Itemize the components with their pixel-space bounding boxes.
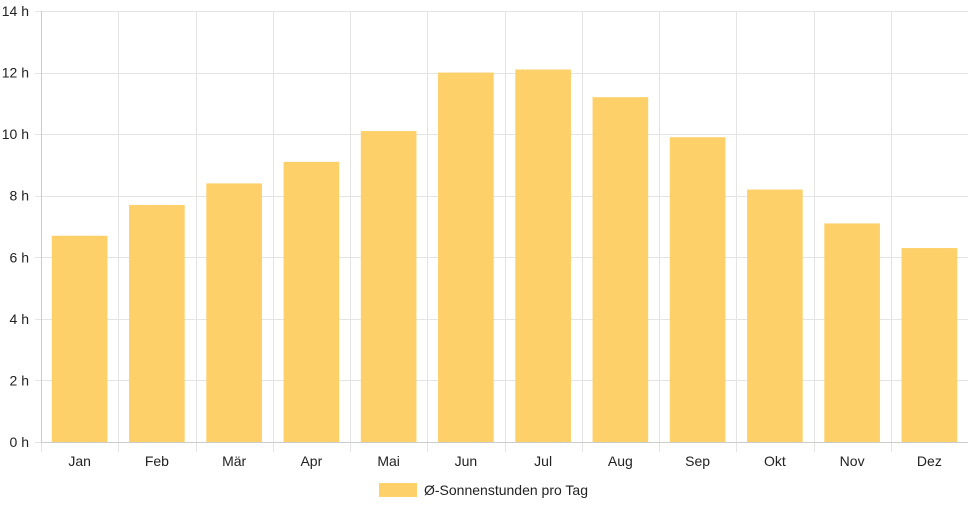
bar-mai: [360, 131, 417, 443]
legend-label: Ø-Sonnenstunden pro Tag: [424, 482, 588, 498]
y-tick-label: 8 h: [10, 188, 29, 204]
x-tick-label: Jul: [534, 453, 552, 469]
y-tick-label: 2 h: [10, 372, 29, 388]
x-tick-label: Jan: [68, 453, 91, 469]
x-tick-label: Okt: [764, 453, 786, 469]
grid: [35, 11, 968, 452]
legend-swatch: [379, 483, 417, 497]
legend[interactable]: Ø-Sonnenstunden pro Tag: [379, 482, 588, 498]
bar-jan: [51, 235, 108, 442]
x-tick-label: Jun: [455, 453, 478, 469]
bar-okt: [747, 189, 803, 442]
bar-feb: [129, 204, 185, 442]
y-tick-label: 12 h: [2, 65, 29, 81]
bar-jun: [438, 72, 494, 443]
x-tick-label: Feb: [145, 453, 169, 469]
x-tick-label: Aug: [608, 453, 633, 469]
bar-aug: [592, 97, 649, 442]
x-tick-label: Mär: [222, 453, 246, 469]
bar-jul: [515, 69, 571, 442]
bar-mär: [206, 183, 262, 442]
bar-nov: [824, 223, 880, 442]
x-tick-label: Mai: [377, 453, 400, 469]
y-tick-label: 4 h: [10, 311, 29, 327]
y-tick-label: 14 h: [2, 3, 29, 19]
x-tick-label: Sep: [685, 453, 710, 469]
y-tick-label: 0 h: [10, 434, 29, 450]
bars: [51, 69, 958, 443]
axes: 0 h 2 h 4 h 6 h 8 h 10 h 12 h 14 h Jan Feb Mär Apr M…: [2, 3, 968, 469]
bar-dez: [901, 248, 958, 442]
x-tick-label: Nov: [840, 453, 865, 469]
x-tick-label: Apr: [300, 453, 322, 469]
bar-apr: [283, 161, 340, 442]
x-tick-label: Dez: [917, 453, 942, 469]
y-tick-label: 10 h: [2, 126, 29, 142]
bar-sep: [669, 137, 726, 442]
y-tick-label: 6 h: [10, 249, 29, 265]
